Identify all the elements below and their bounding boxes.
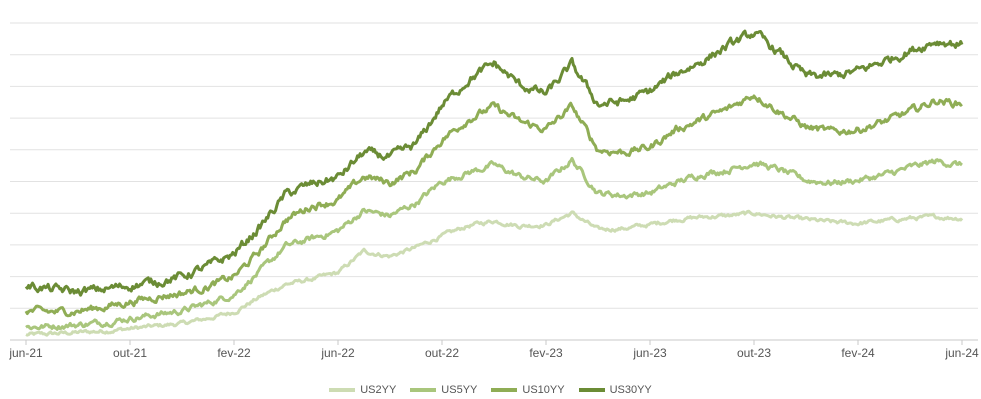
series-line-us5yy (25, 156, 963, 331)
legend-item-us2yy: US2YY (329, 384, 396, 396)
legend-swatch (491, 388, 518, 392)
legend: US2YY US5YY US10YY US30YY (0, 381, 981, 399)
x-tick-label: out-21 (113, 346, 147, 360)
x-tick-label: out-22 (425, 346, 459, 360)
x-tick-label: jun-23 (632, 346, 667, 360)
legend-label: US10YY (522, 384, 565, 396)
legend-label: US5YY (441, 384, 478, 396)
x-tick-label: fev-22 (217, 346, 251, 360)
legend-item-us30yy: US30YY (578, 384, 652, 396)
x-tick-label: jun-22 (320, 346, 355, 360)
plot-area (24, 29, 964, 337)
x-tick-label: jun-21 (8, 346, 43, 360)
x-axis: jun-21 out-21 fev-22 jun-22 out-22 fev-23 jun-… (8, 340, 979, 360)
series-line-us2yy (25, 209, 964, 337)
x-tick-label: fev-24 (841, 346, 875, 360)
line-chart: jun-21 out-21 fev-22 jun-22 out-22 fev-23 jun-… (8, 22, 979, 360)
x-tick-label: out-23 (737, 346, 771, 360)
legend-label: US2YY (360, 384, 397, 396)
legend-swatch (578, 388, 605, 392)
series-line-us30yy (24, 29, 964, 297)
legend-item-us5yy: US5YY (410, 384, 477, 396)
x-tick-label: fev-23 (529, 346, 563, 360)
legend-swatch (410, 388, 437, 392)
series-line-us10yy (24, 94, 963, 318)
legend-label: US30YY (609, 384, 652, 396)
legend-swatch (329, 388, 356, 392)
x-tick-label: jun-24 (944, 346, 979, 360)
legend-item-us10yy: US10YY (491, 384, 565, 396)
